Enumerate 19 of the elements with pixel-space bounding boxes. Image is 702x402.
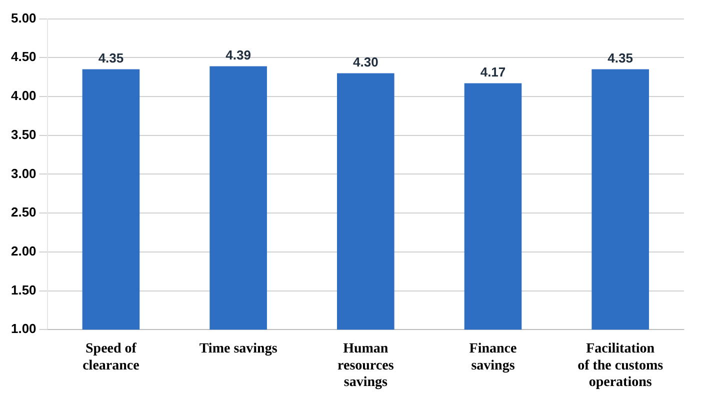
data-label: 4.39 — [226, 47, 251, 62]
y-tick-label: 2.00 — [10, 243, 36, 258]
y-tick-label: 1.00 — [10, 321, 36, 336]
x-tick-label: Human resources savings — [338, 342, 394, 390]
y-tick-label: 1.50 — [10, 282, 36, 298]
data-label: 4.35 — [608, 50, 633, 66]
y-tick-label: 3.00 — [10, 166, 36, 181]
y-tick-label: 2.50 — [10, 204, 36, 220]
data-label: 4.35 — [98, 50, 124, 66]
x-tick-label: Time savings — [199, 342, 278, 357]
y-tick-label: 3.50 — [10, 126, 36, 142]
data-label: 4.30 — [352, 54, 378, 70]
x-tick-label: Speed of clearance — [82, 342, 140, 374]
y-tick-label: 4.00 — [10, 88, 36, 104]
x-tick-label: Facilitation of the customs operations — [578, 342, 664, 390]
data-label: 4.17 — [480, 64, 506, 80]
x-tick-label: Finance savings — [469, 342, 517, 374]
y-tick-label: 5.00 — [10, 10, 36, 26]
y-tick-label: 4.50 — [10, 49, 36, 64]
